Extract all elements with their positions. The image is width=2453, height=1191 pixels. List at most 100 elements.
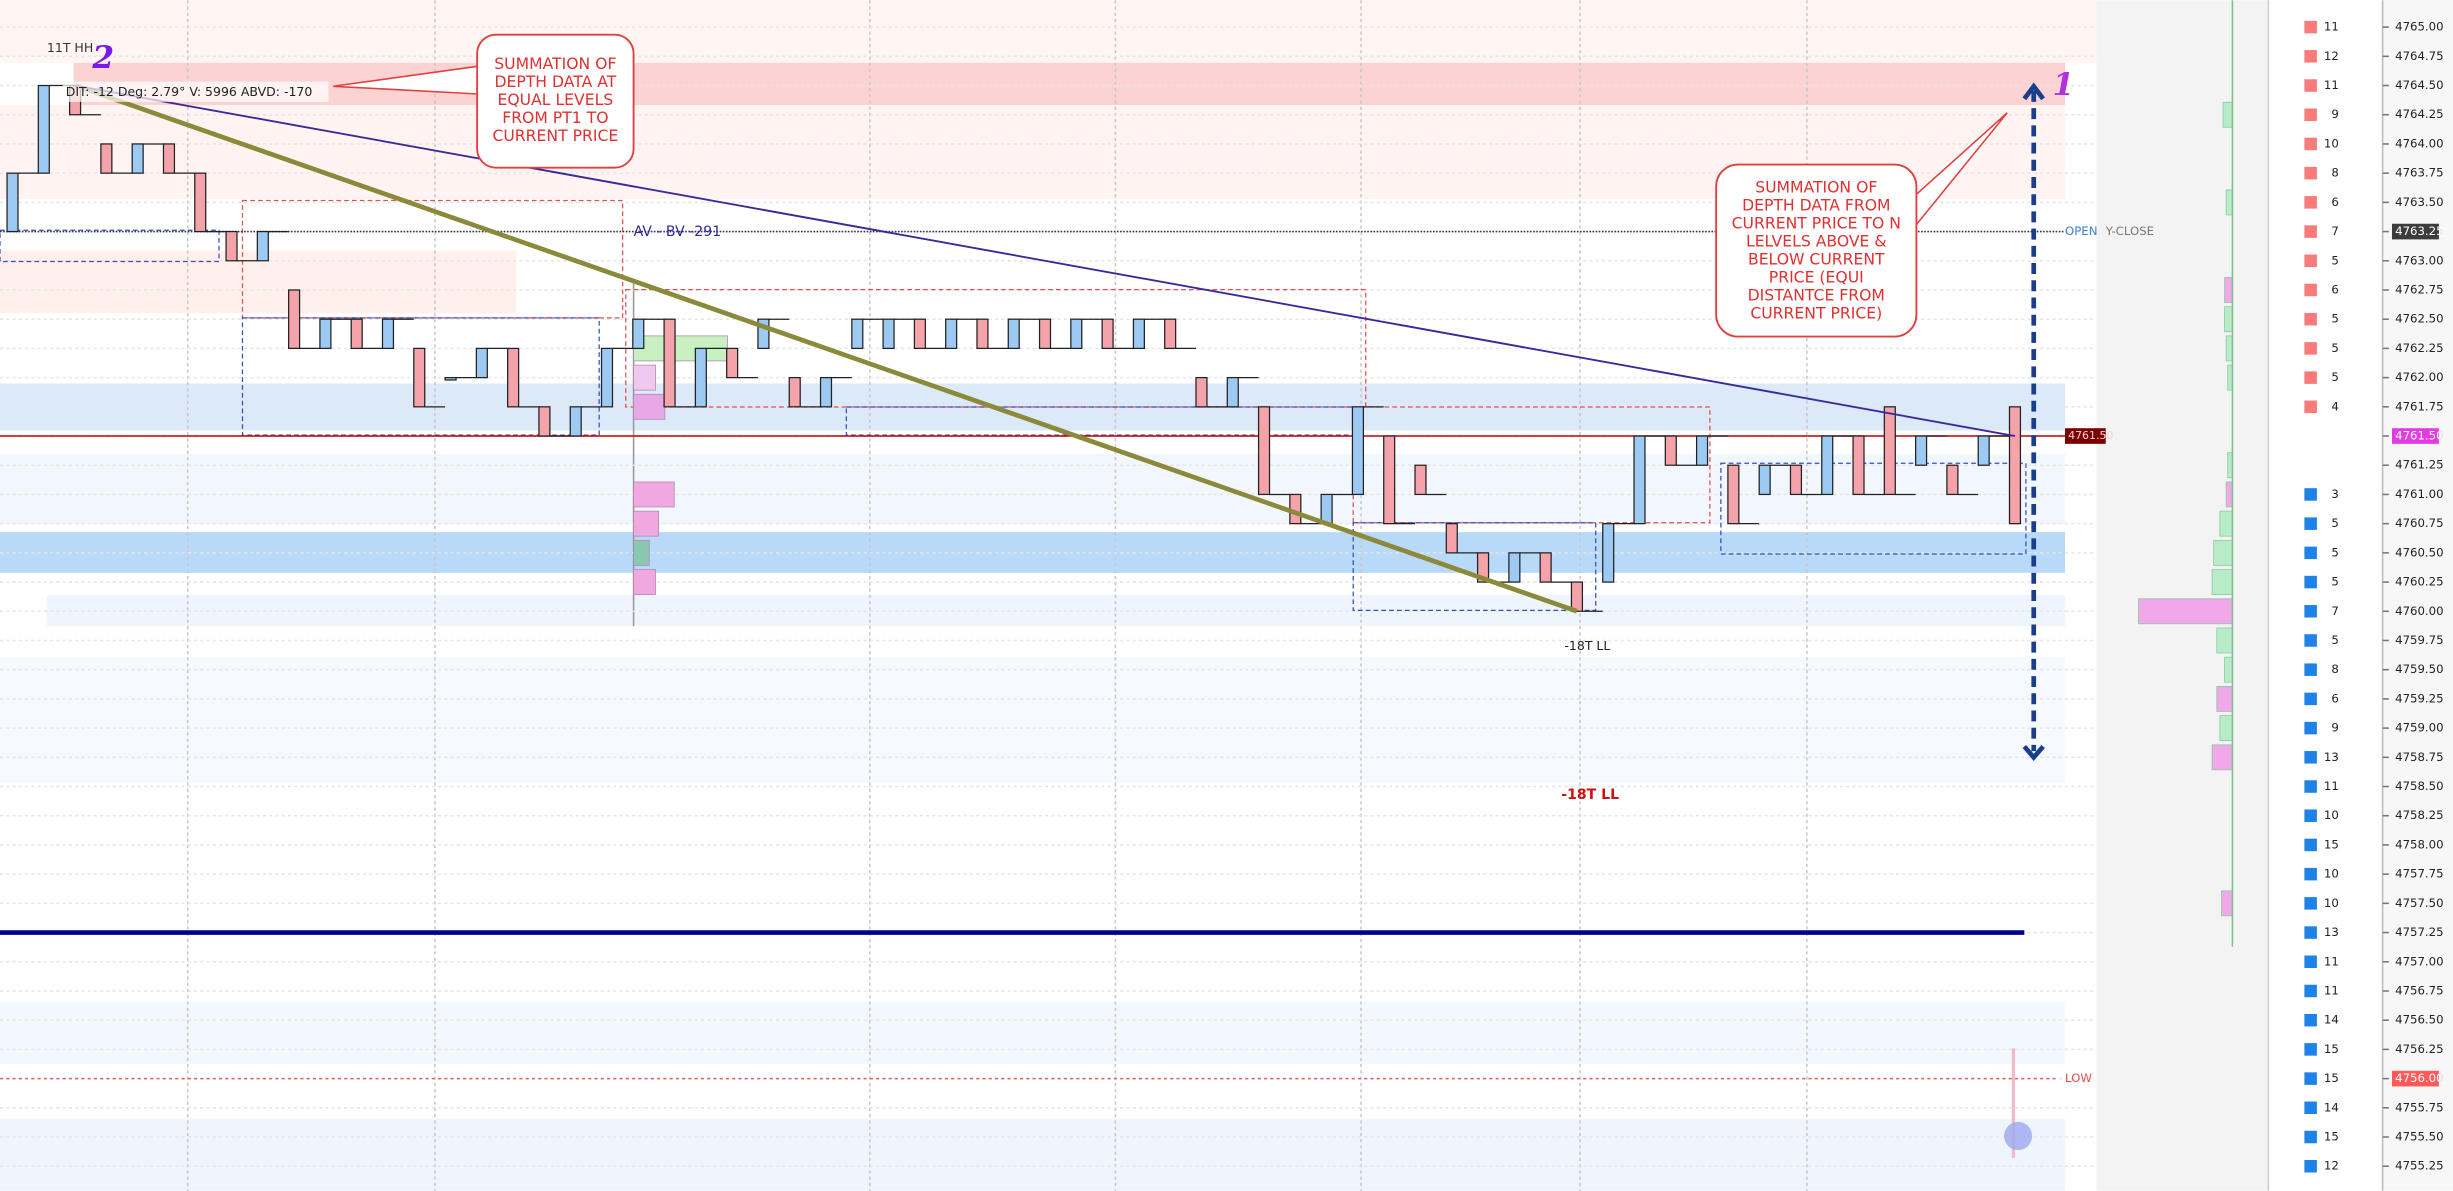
depth-size: 6 [2331,282,2338,296]
hh-label: 11T HH [47,40,93,55]
depth-ladder: 11 12 11 9 10 8 6 7 5 6 5 5 5 4 3 5 5 5 7 5 8 6 9 13 11 10 15 10 10 1… [2304,20,2339,1173]
y-tick-label: 4758.25 [2395,808,2443,822]
price-tag [2391,1070,2439,1087]
y-tick-label: 4765.00 [2395,20,2443,34]
profile-bar [2213,539,2233,566]
candle [6,172,19,233]
depth-marker [2304,1043,2317,1056]
y-tick-label: 4761.00 [2395,487,2443,501]
depth-size: 11 [2324,78,2339,92]
depth-marker [2304,1159,2317,1173]
depth-size: 5 [2331,370,2338,384]
candle [1445,523,1458,554]
candle [1852,435,1865,496]
profile-bar [633,364,656,391]
y-tick-label: 4756.25 [2395,1042,2443,1056]
depth-marker [2304,20,2317,34]
price-tag-label: 4761.50 [2395,429,2443,443]
candle [1007,318,1020,350]
depth-marker [2304,780,2317,793]
price-tag-label: 4756.00 [2395,1071,2443,1085]
candle [1038,318,1052,350]
depth-marker [2304,225,2317,238]
profile-bar [2224,656,2233,683]
candle [1101,318,1114,350]
callout-text: CURRENT PRICE [492,126,618,145]
candle [694,347,707,408]
depth-size: 5 [2331,341,2338,355]
depth-marker [2304,488,2317,501]
candle [1914,435,1928,466]
depth-marker [2304,517,2317,530]
depth-marker [2304,108,2317,121]
y-tick-label: 4759.50 [2395,662,2443,676]
depth-size: 5 [2331,545,2338,559]
depth-marker [2304,546,2317,560]
profile-bar [2224,306,2233,333]
callout-text: EQUAL LEVELS [497,90,613,109]
y-tick-label: 4764.00 [2395,136,2443,150]
candle [37,84,50,174]
y-tick-label: 4760.25 [2395,575,2443,589]
callout-text: BELOW CURRENT [1748,249,1885,268]
profile-bar [633,539,650,566]
depth-size: 4 [2331,399,2338,413]
trendlines [74,83,2016,614]
depth-size: 12 [2324,49,2339,63]
current-price-tag [2065,428,2106,444]
y-tick-label: 4759.00 [2395,721,2443,735]
y-tick-label: 4758.75 [2395,750,2443,764]
depth-size: 5 [2331,516,2338,530]
depth-size: 15 [2324,1130,2339,1144]
depth-size: 10 [2324,867,2339,881]
y-tick-label: 4763.50 [2395,195,2443,209]
candle [976,318,989,350]
candle [1508,552,1521,583]
depth-size: 10 [2324,896,2339,910]
depth-marker [2304,897,2317,910]
depth-size: 8 [2331,166,2338,180]
price-tag [2391,223,2439,240]
depth-marker [2304,79,2317,92]
price-tag [2391,428,2439,444]
stats-box [62,81,329,102]
callout-text: DISTANTCE FROM [1748,285,1885,304]
depth-marker [2304,400,2317,414]
price-tags: 4763.25 4761.50 4756.00 4761.50 [2065,223,2444,1087]
callout-text: DEPTH DATA FROM [1742,195,1890,214]
depth-marker [2304,692,2317,706]
profile-bar [2216,685,2233,712]
depth-size: 14 [2324,1013,2339,1027]
depth-marker [2304,1130,2317,1144]
stats: DIT: -12 Deg: 2.79° V: 5996 ABVD: -170 [66,84,313,99]
candle [507,347,520,408]
depth-size: 11 [2324,779,2339,793]
callout-text: CURRENT PRICE TO N [1732,213,1901,232]
candle [1226,376,1239,408]
depth-marker [2304,254,2317,268]
depth-size: 15 [2324,1071,2339,1085]
low-label: LOW [2065,1071,2092,1085]
y-tick-label: 4760.50 [2395,545,2443,559]
candle [788,376,801,408]
point-label: 2 [91,40,114,76]
candle [1664,435,1677,466]
profile-bar [633,481,675,508]
callout-text: SUMMATION OF [494,54,616,73]
candle [945,318,958,350]
candle [569,406,582,437]
profile-bar [2225,189,2233,216]
depth-size: 5 [2331,253,2338,267]
y-tick-label: 4755.75 [2395,1100,2443,1114]
profile-bar [2222,101,2233,128]
depth-marker [2304,721,2317,735]
price-tag-label: 4763.25 [2395,224,2443,238]
depth-size: 5 [2331,575,2338,589]
candle [1164,318,1177,350]
point-label: 1 [2053,67,2075,103]
depth-size: 11 [2324,983,2339,997]
depth-size: 6 [2331,691,2338,705]
candle [1602,523,1615,583]
